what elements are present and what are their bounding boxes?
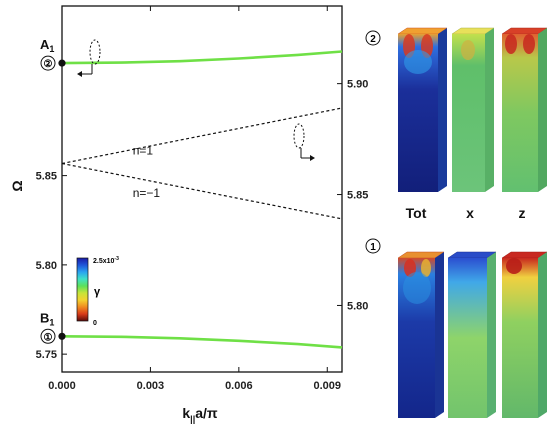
column-label-z: z [519, 205, 526, 221]
x-tick-label-2: 0.006 [225, 380, 253, 392]
point-circle-0 [40, 55, 56, 71]
x-axis-label: k||a/π [182, 405, 218, 424]
x-tick-label-3: 0.009 [313, 380, 341, 392]
y-right-tick-label-2: 5.90 [347, 79, 368, 91]
point-label-1: B1 [40, 310, 54, 327]
point-marker-0 [58, 59, 66, 67]
field-panel-bottom-x [447, 251, 497, 418]
field-panel-bottom-tot [397, 251, 445, 418]
y-left-tick-label-1: 5.80 [36, 260, 57, 272]
point-circle-label-1: ① [44, 332, 53, 343]
plot-frame [61, 5, 343, 373]
point-label-0: A1 [40, 37, 54, 54]
y-left-tick-label-2: 5.85 [36, 171, 57, 183]
field-panel-top-z [501, 27, 548, 192]
series-line-0 [61, 50, 343, 65]
y-left-tick-label-0: 5.75 [36, 349, 57, 361]
series-line-3 [61, 162, 343, 220]
field-panel-top-x [451, 27, 495, 192]
colorbar: 2.5x10-3 0 γ [76, 256, 119, 327]
panel-marker-bottom: 1 [365, 238, 381, 254]
point-marker-1 [58, 332, 66, 340]
x-tick-label-1: 0.003 [137, 380, 165, 392]
y-right-tick-label-1: 5.85 [347, 190, 368, 202]
field-panel-top-tot [397, 27, 448, 192]
series-layer [61, 50, 343, 349]
point-circle-label-0: ② [44, 59, 53, 70]
column-label-x: x [466, 205, 474, 221]
svg-text:2: 2 [370, 34, 376, 45]
y-right-tick-label-0: 5.80 [347, 300, 368, 312]
svg-text:1: 1 [370, 242, 376, 253]
field-panel-bottom-z [501, 251, 548, 418]
x-tick-label-0: 0.000 [48, 380, 76, 392]
panel-marker-top: 2 [365, 30, 381, 46]
colorbar-bottom-label: 0 [93, 320, 97, 327]
colorbar-top-label: 2.5x10-3 [93, 256, 119, 265]
y-axis-label: Ω [9, 180, 25, 191]
line-label-0: n=1 [133, 144, 154, 158]
left-axis-indicator [77, 39, 101, 77]
colorbar-bar [76, 257, 89, 322]
tick-layer: 0.000 0.003 0.006 0.009 5.75 5.80 5.85 5.80 5.85… [36, 6, 368, 392]
line-label-1: n=−1 [133, 186, 161, 200]
point-circle-1 [40, 328, 56, 344]
series-line-1 [61, 335, 343, 349]
series-line-2 [61, 107, 343, 165]
colorbar-symbol: γ [94, 286, 101, 298]
field-panels: 2 1 Tot x z [365, 27, 548, 418]
column-label-tot: Tot [406, 205, 427, 221]
right-axis-indicator [293, 123, 315, 161]
marker-layer: ② A1 ① B1 n=1 n=−1 [40, 37, 161, 344]
